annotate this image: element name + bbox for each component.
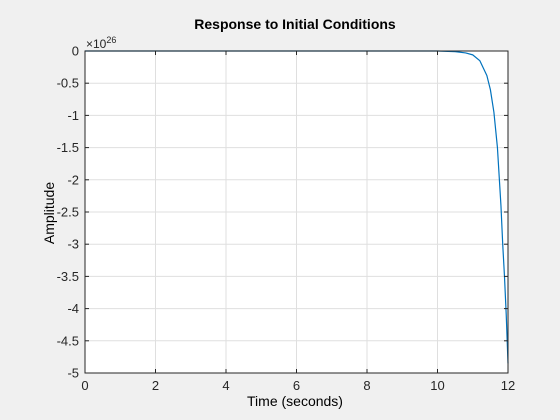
x-tick-label: 6 [293,378,300,393]
x-tick-label: 2 [152,378,159,393]
x-tick-label: 12 [501,378,515,393]
y-tick-label: -1.5 [57,140,79,155]
y-axis-multiplier-base: ×10 [86,37,107,51]
y-tick-label: -2 [67,172,79,187]
chart-title: Response to Initial Conditions [194,16,396,32]
y-tick-label: -3.5 [57,269,79,284]
y-tick-label: -4 [67,301,79,316]
x-tick-label: 4 [222,378,229,393]
y-axis-multiplier: ×1026 [86,35,116,51]
x-axis: 0 2 4 6 8 10 12 [81,51,515,393]
y-tick-label: -2.5 [57,205,79,220]
y-axis-label: Amplitude [41,182,57,244]
x-tick-label: 10 [430,378,444,393]
y-axis-multiplier-exponent: 26 [106,35,116,45]
y-tick-label: -0.5 [57,76,79,91]
x-axis-label: Time (seconds) [247,393,343,409]
y-axis: 0 -0.5 -1 -1.5 -2 -2.5 -3 -3.5 -4 -4.5 -5 [57,44,508,381]
y-tick-label: -5 [67,366,79,381]
y-tick-label: -4.5 [57,333,79,348]
y-tick-label: -3 [67,237,79,252]
x-tick-label: 8 [363,378,370,393]
y-tick-label: 0 [72,44,79,59]
y-tick-label: -1 [67,108,79,123]
x-tick-label: 0 [81,378,88,393]
